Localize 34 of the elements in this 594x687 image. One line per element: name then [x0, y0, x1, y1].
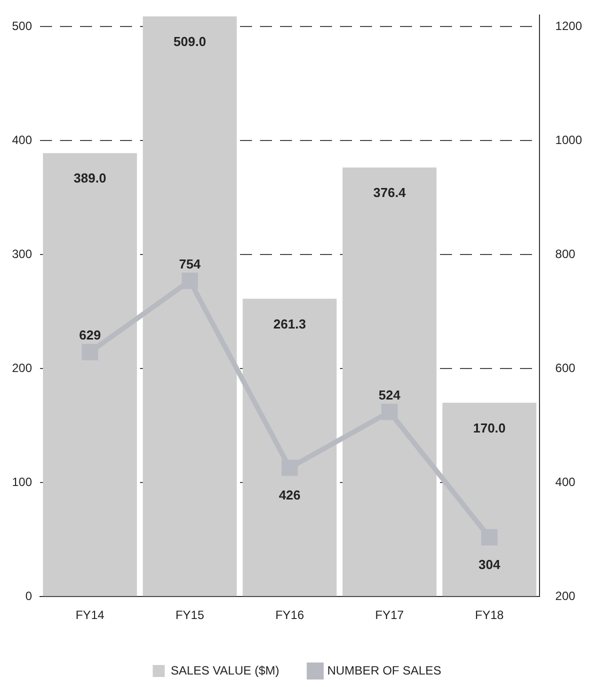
- data-label: 261.3: [273, 316, 306, 332]
- y-tick-label: 500: [12, 18, 32, 33]
- x-tick-label: FY18: [475, 608, 504, 622]
- y-tick-label: 0: [25, 588, 32, 603]
- bar: [42, 153, 137, 596]
- y2-tick-label: 400: [555, 474, 576, 489]
- data-label: 754: [178, 256, 202, 272]
- legend-label: NUMBER OF SALES: [327, 663, 442, 678]
- x-tick-label: FY14: [76, 608, 105, 622]
- bar: [442, 402, 536, 596]
- x-tick-label: FY17: [375, 608, 404, 622]
- data-label: 509.0: [174, 34, 206, 49]
- data-label: 170.0: [473, 420, 506, 436]
- data-label: 376.4: [373, 185, 407, 200]
- y2-tick-label: 200: [555, 588, 576, 603]
- y2-tick-label: 600: [555, 360, 576, 375]
- data-label: 426: [278, 487, 301, 502]
- data-label: 524: [378, 388, 402, 402]
- y-tick-label: 100: [12, 474, 32, 489]
- x-tick-label: FY16: [275, 608, 304, 622]
- data-label: 389.0: [74, 170, 106, 186]
- y2-tick-label: 1200: [555, 18, 582, 33]
- data-label: 304: [478, 556, 501, 572]
- y-tick-label: 300: [12, 246, 32, 261]
- bar: [142, 16, 237, 596]
- y-tick-label: 200: [12, 360, 32, 375]
- x-tick-label: FY15: [175, 608, 204, 622]
- bar: [242, 298, 337, 596]
- y2-tick-label: 1000: [555, 132, 582, 147]
- bar: [342, 168, 436, 596]
- y2-tick-label: 800: [555, 246, 576, 261]
- y-tick-label: 400: [12, 132, 32, 147]
- data-label: 629: [79, 328, 101, 343]
- legend-label: SALES VALUE ($M): [170, 663, 280, 678]
